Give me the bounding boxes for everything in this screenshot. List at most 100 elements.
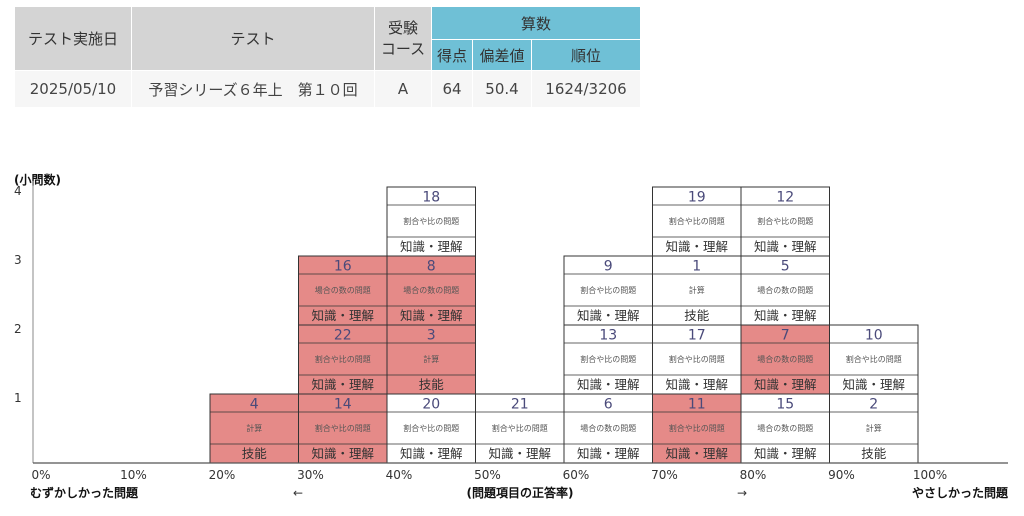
header-course: 受験 コース [374, 6, 432, 71]
problem-number: 9 [604, 259, 613, 275]
score-summary-table: テスト実施日 テスト 受験 コース 算数 得点 偏差値 順位 2025/05/1… [14, 6, 641, 108]
problem-unit: 場合の数の問題 [757, 354, 813, 364]
problem-ability: 知識・理解 [400, 446, 463, 461]
x-tick-label: 60% [563, 468, 590, 482]
problem-ability: 知識・理解 [754, 239, 817, 254]
problem-cell-box [652, 255, 742, 326]
problem-number: 16 [334, 259, 352, 275]
problem-ability: 技能 [861, 446, 887, 461]
problem-ability: 知識・理解 [311, 308, 374, 323]
x-tick-label: 10% [120, 468, 147, 482]
problem-unit: 割合や比の問題 [580, 354, 636, 364]
problem-number: 13 [599, 328, 617, 344]
x-tick-label: 20% [209, 468, 236, 482]
problem-number: 22 [334, 328, 352, 344]
problem-unit: 割合や比の問題 [492, 423, 548, 433]
problem-cell-box [298, 393, 388, 464]
hard-problems-label: むずかしかった問題 [30, 485, 139, 500]
problem-ability: 技能 [242, 446, 268, 461]
header-test-name: テスト [131, 6, 375, 71]
problem-number: 21 [511, 397, 529, 413]
problem-cell-box [740, 324, 830, 395]
header-deviation: 偏差値 [472, 39, 532, 71]
right-arrow: → [737, 486, 747, 500]
problem-cell-box [740, 186, 830, 257]
problem-ability: 知識・理解 [577, 446, 640, 461]
problem-ability: 知識・理解 [754, 446, 817, 461]
problem-unit: 割合や比の問題 [669, 354, 725, 364]
problem-unit: 場合の数の問題 [757, 285, 813, 295]
x-tick-label: 100% [913, 468, 947, 482]
x-tick-label: 30% [297, 468, 324, 482]
problem-unit: 割合や比の問題 [580, 285, 636, 295]
problem-number: 18 [422, 190, 440, 206]
problem-cell-box [563, 255, 653, 326]
problem-cell-box [652, 393, 742, 464]
y-axis-ticks: 1 2 3 4 [14, 184, 22, 405]
problem-ability: 知識・理解 [665, 446, 728, 461]
x-tick-label: 0% [31, 468, 50, 482]
x-tick-label: 70% [651, 468, 678, 482]
problem-number: 8 [427, 259, 436, 275]
y-tick-label: 1 [14, 391, 22, 405]
problem-ability: 知識・理解 [754, 377, 817, 392]
problem-cell-box [386, 186, 476, 257]
problem-number: 19 [688, 190, 706, 206]
problem-ability: 知識・理解 [842, 377, 905, 392]
problem-unit: 場合の数の問題 [403, 285, 459, 295]
problem-cell-box [298, 324, 388, 395]
problem-ability: 技能 [684, 308, 710, 323]
problem-unit: 場合の数の問題 [580, 423, 636, 433]
problem-unit: 割合や比の問題 [403, 423, 459, 433]
value-rank: 1624/3206 [531, 70, 641, 108]
x-axis-label: (問題項目の正答率) [467, 485, 574, 500]
problem-unit: 割合や比の問題 [669, 423, 725, 433]
problem-unit: 場合の数の問題 [757, 423, 813, 433]
problem-number: 6 [604, 397, 613, 413]
problem-number: 15 [776, 397, 794, 413]
problem-unit: 割合や比の問題 [315, 354, 371, 364]
problem-unit: 計算 [246, 423, 262, 433]
header-subject-math: 算数 [431, 6, 641, 40]
problem-unit: 割合や比の問題 [846, 354, 902, 364]
problem-cell-box [386, 324, 476, 395]
problem-number: 14 [334, 397, 352, 413]
problem-unit: 計算 [866, 423, 882, 433]
problem-number: 10 [865, 328, 883, 344]
problem-number: 20 [422, 397, 440, 413]
value-score: 64 [431, 70, 473, 108]
problem-ability: 知識・理解 [400, 308, 463, 323]
problem-cell-box [563, 324, 653, 395]
header-score: 得点 [431, 39, 473, 71]
problem-ability: 知識・理解 [665, 377, 728, 392]
value-test-name: 予習シリーズ６年上 第１０回 [131, 70, 375, 108]
left-arrow: ← [293, 486, 303, 500]
problem-ability: 知識・理解 [577, 308, 640, 323]
problem-cell-box [829, 324, 919, 395]
problem-cells: 4計算技能14割合や比の問題知識・理解22割合や比の問題知識・理解16場合の数の… [209, 186, 919, 464]
problem-ability: 知識・理解 [311, 377, 374, 392]
problem-unit: 場合の数の問題 [315, 285, 371, 295]
problem-ability: 知識・理解 [577, 377, 640, 392]
problem-number: 2 [869, 397, 878, 413]
problem-number: 1 [692, 259, 701, 275]
x-axis-ticks: 0% 10% 20% 30% 40% 50% 60% 70% 80% 90% 100% [31, 468, 947, 482]
problem-cell-box [475, 393, 565, 464]
x-tick-label: 40% [386, 468, 413, 482]
problem-ability: 知識・理解 [400, 239, 463, 254]
problem-unit: 割合や比の問題 [403, 216, 459, 226]
